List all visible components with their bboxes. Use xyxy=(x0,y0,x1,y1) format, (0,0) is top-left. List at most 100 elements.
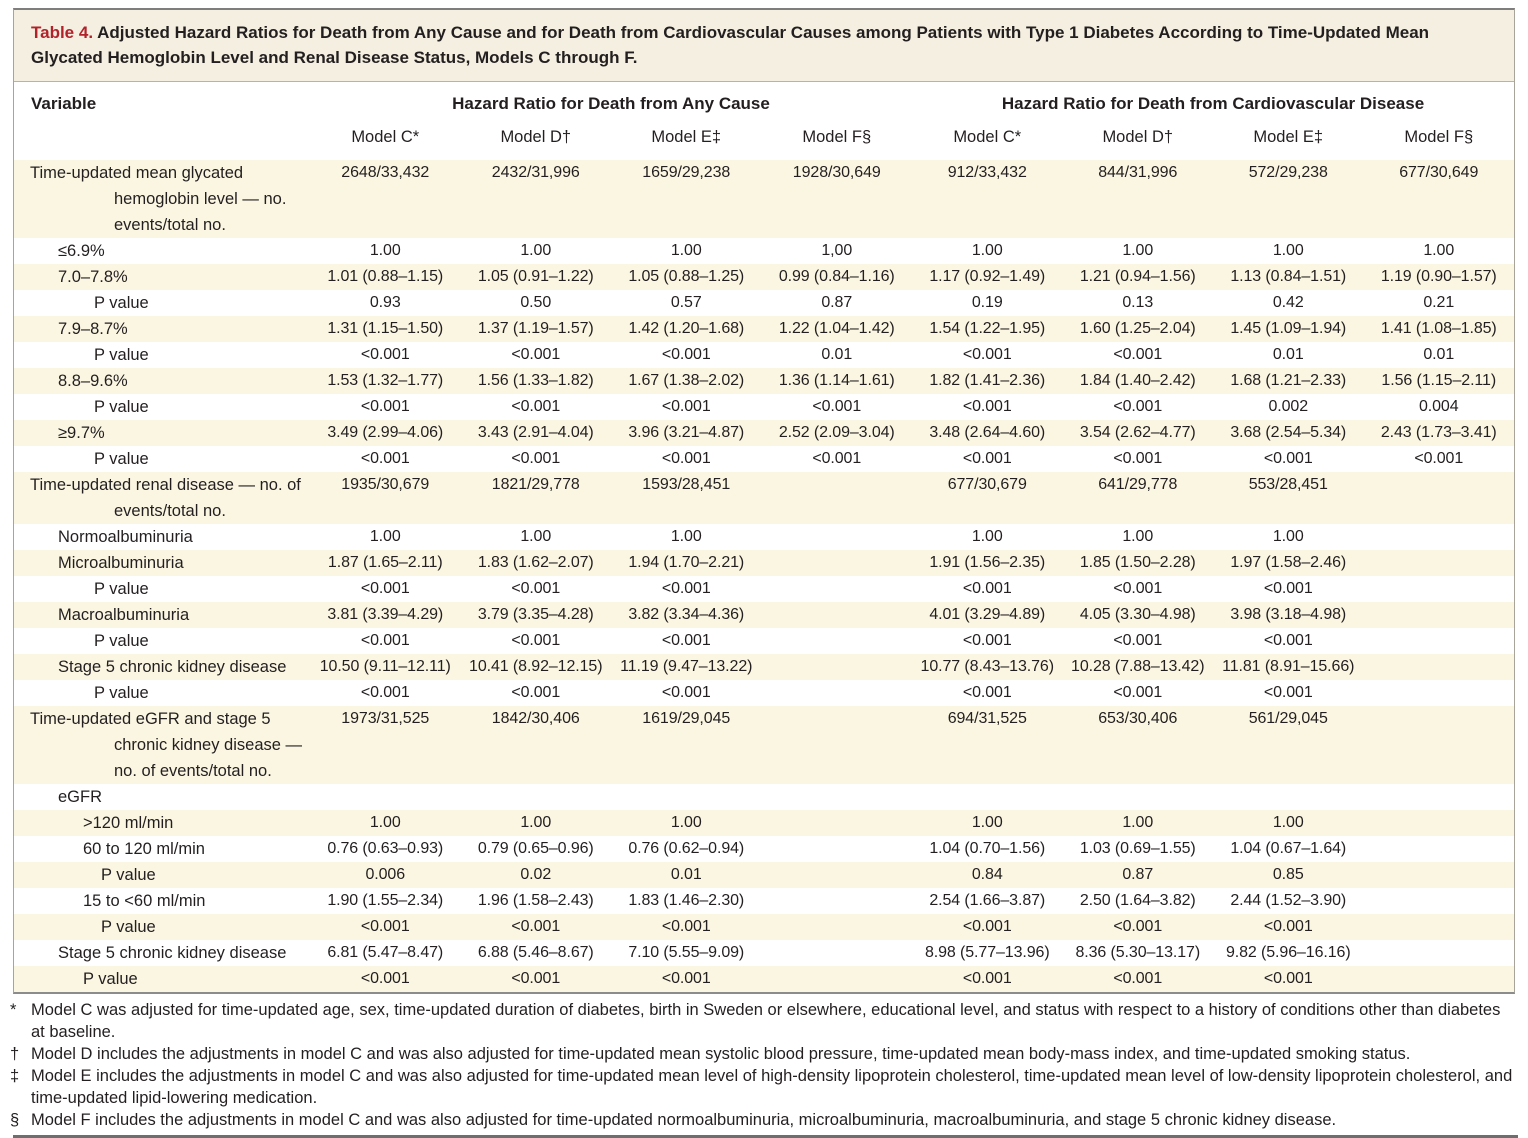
table-row: eGFR xyxy=(14,784,1514,810)
row-label: Normoalbuminuria xyxy=(58,528,193,546)
cell-value: 1593/28,451 xyxy=(642,476,731,493)
cell-value: 9.82 (5.96–16.16) xyxy=(1225,944,1351,961)
cell-value: 0.57 xyxy=(670,294,702,311)
footnote-3: § Model F includes the adjustments in mod… xyxy=(10,1109,1514,1131)
cell-value: 1.37 (1.19–1.57) xyxy=(477,320,594,337)
row-label: Stage 5 chronic kidney disease xyxy=(58,658,287,676)
table-row: P value 0.006 0.02 0.01 0.84 0.87 0.85 xyxy=(14,862,1514,888)
cell-value: 0.01 xyxy=(1272,346,1304,363)
cell-value: 572/29,238 xyxy=(1248,164,1328,181)
cell-value: 1.00 xyxy=(1122,242,1154,259)
row-label: P value xyxy=(94,684,149,702)
footnote-text: Model D includes the adjustments in mode… xyxy=(31,1045,1411,1063)
cell-value: 3.48 (2.64–4.60) xyxy=(929,424,1046,441)
cell-value: 0.76 (0.63–0.93) xyxy=(327,840,444,857)
row-label: P value xyxy=(94,580,149,598)
model-header-5: Model D† xyxy=(1102,128,1174,146)
row-label: Microalbuminuria xyxy=(58,554,184,572)
cell-value: 3.54 (2.62–4.77) xyxy=(1079,424,1196,441)
footnote-1: † Model D includes the adjustments in mod… xyxy=(10,1043,1514,1065)
cell-value: <0.001 xyxy=(1113,970,1163,987)
cell-value: 1.45 (1.09–1.94) xyxy=(1230,320,1347,337)
table-row: P value <0.001 <0.001 <0.001 0.01 <0.001 <0.00… xyxy=(14,342,1514,368)
table-row: P value <0.001 <0.001 <0.001 <0.001 <0.001 <0.… xyxy=(14,966,1514,992)
cell-value: <0.001 xyxy=(1113,346,1163,363)
row-label: 60 to 120 ml/min xyxy=(83,840,205,858)
row-label: Time-updated mean glycated hemoglobin le… xyxy=(30,164,287,234)
cell-value: 2648/33,432 xyxy=(341,164,430,181)
cell-value: 1.13 (0.84–1.51) xyxy=(1230,268,1347,285)
cell-value: 653/30,406 xyxy=(1098,710,1178,727)
row-label: P value xyxy=(101,866,156,884)
cell-value: 1.96 (1.58–2.43) xyxy=(477,892,594,909)
cell-value: <0.001 xyxy=(1263,450,1313,467)
cell-value: 8.36 (5.30–13.17) xyxy=(1075,944,1201,961)
cell-value: 1.19 (0.90–1.57) xyxy=(1380,268,1497,285)
cell-value: 1.00 xyxy=(1122,814,1154,831)
model-header-1: Model D† xyxy=(500,128,572,146)
table-row: P value <0.001 <0.001 <0.001 <0.001 <0.001 <0.… xyxy=(14,680,1514,706)
cell-value: 1.84 (1.40–2.42) xyxy=(1079,372,1196,389)
cell-value: 1.54 (1.22–1.95) xyxy=(929,320,1046,337)
cell-value: 6.88 (5.46–8.67) xyxy=(477,944,594,961)
cell-value: 10.41 (8.92–12.15) xyxy=(469,658,603,675)
row-label: P value xyxy=(94,632,149,650)
cell-value: 1.00 xyxy=(520,242,552,259)
table-row: P value <0.001 <0.001 <0.001 <0.001 <0.001 <0.… xyxy=(14,628,1514,654)
cell-value: 0.99 (0.84–1.16) xyxy=(778,268,895,285)
table-row: P value <0.001 <0.001 <0.001 <0.001 <0.001 <0.… xyxy=(14,576,1514,602)
cell-value: 4.05 (3.30–4.98) xyxy=(1079,606,1196,623)
model-header-spacer xyxy=(14,126,310,148)
cell-value: 844/31,996 xyxy=(1098,164,1178,181)
cell-value: 553/28,451 xyxy=(1248,476,1328,493)
row-label: P value xyxy=(101,918,156,936)
table-row: P value <0.001 <0.001 <0.001 <0.001 <0.001 <0.… xyxy=(14,394,1514,420)
cell-value: 1.83 (1.62–2.07) xyxy=(477,554,594,571)
footnote-text: Model C was adjusted for time-updated ag… xyxy=(31,1001,1501,1041)
cell-value: 2.44 (1.52–3.90) xyxy=(1230,892,1347,909)
row-label: eGFR xyxy=(58,788,103,806)
cell-value: 1.00 xyxy=(971,528,1003,545)
cell-value: 1.00 xyxy=(1272,814,1304,831)
table-row: Time-updated eGFR and stage 5 chronic ki… xyxy=(14,706,1514,784)
row-label: 8.8–9.6% xyxy=(58,372,128,390)
cell-value: <0.001 xyxy=(962,970,1012,987)
cell-value: <0.001 xyxy=(511,684,561,701)
cell-value: 0.006 xyxy=(365,866,406,883)
cell-value: 1.31 (1.15–1.50) xyxy=(327,320,444,337)
cell-value: 1.42 (1.20–1.68) xyxy=(628,320,745,337)
group-header-any-cause: Hazard Ratio for Death from Any Cause xyxy=(452,94,770,113)
table-row: 8.8–9.6% 1.53 (1.32–1.77) 1.56 (1.33–1.82)… xyxy=(14,368,1514,394)
row-label: P value xyxy=(83,970,138,988)
table-row: Time-updated renal disease — no. of even… xyxy=(14,472,1514,524)
cell-value: 0.02 xyxy=(520,866,552,883)
cell-value: <0.001 xyxy=(1263,970,1313,987)
footnote-marker: § xyxy=(10,1111,20,1129)
table-row: >120 ml/min 1.00 1.00 1.00 1.00 1.00 1.00 xyxy=(14,810,1514,836)
cell-value: 1.85 (1.50–2.28) xyxy=(1079,554,1196,571)
cell-value: 0.93 xyxy=(369,294,401,311)
table-row: Stage 5 chronic kidney disease 6.81 (5.47… xyxy=(14,940,1514,966)
cell-value: <0.001 xyxy=(1113,580,1163,597)
cell-value: 3.68 (2.54–5.34) xyxy=(1230,424,1347,441)
table-model-header-row: Model C* Model D† Model E‡ Model F§ Model C*… xyxy=(14,116,1514,160)
cell-value: <0.001 xyxy=(511,346,561,363)
table-footnotes: * Model C was adjusted for time-updated a… xyxy=(10,999,1514,1131)
cell-value: <0.001 xyxy=(661,970,711,987)
cell-value: <0.001 xyxy=(962,346,1012,363)
footnote-marker: † xyxy=(10,1045,20,1063)
cell-value: <0.001 xyxy=(1414,450,1464,467)
cell-value: 1.36 (1.14–1.61) xyxy=(778,372,895,389)
model-header-3: Model F§ xyxy=(802,128,872,146)
table-title-text: Adjusted Hazard Ratios for Death from An… xyxy=(31,23,1430,67)
table-group-header-row: Variable Hazard Ratio for Death from Any… xyxy=(14,82,1514,116)
row-label: P value xyxy=(94,346,149,364)
cell-value: 1.94 (1.70–2.21) xyxy=(628,554,745,571)
cell-value: <0.001 xyxy=(1113,918,1163,935)
cell-value: 0.42 xyxy=(1272,294,1304,311)
cell-value: <0.001 xyxy=(812,398,862,415)
row-label: ≥9.7% xyxy=(58,424,105,442)
cell-value: 1.56 (1.15–2.11) xyxy=(1381,372,1497,389)
cell-value: <0.001 xyxy=(511,918,561,935)
cell-value: 1.05 (0.91–1.22) xyxy=(477,268,594,285)
